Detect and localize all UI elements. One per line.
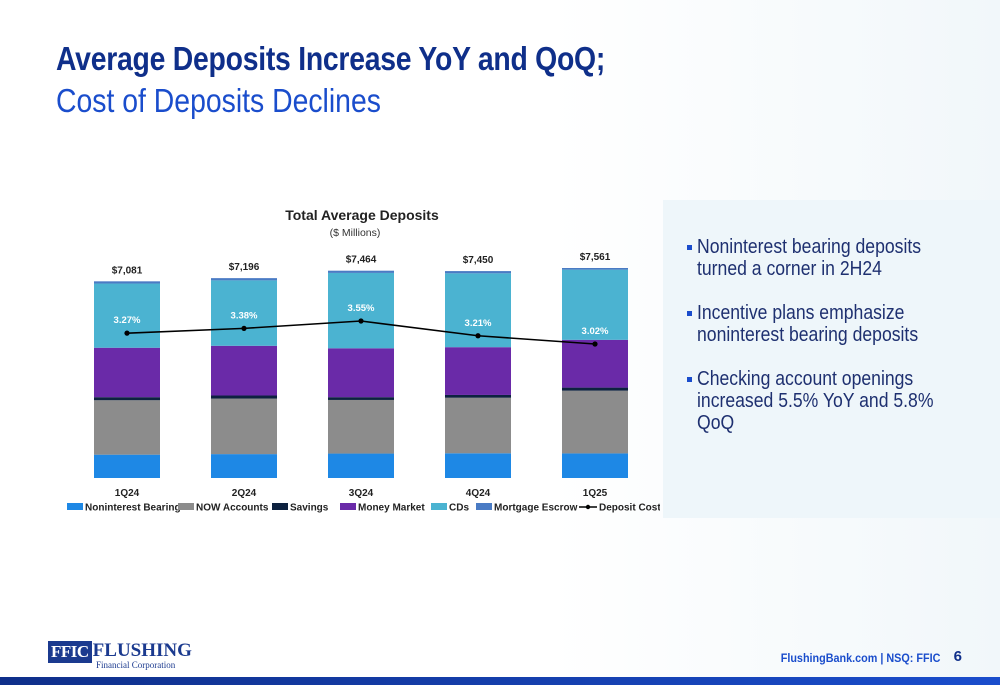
x-axis-labels: 1Q24 2Q24 3Q24 4Q24 1Q25 <box>115 488 608 499</box>
bar-total-label: $7,081 <box>112 265 143 276</box>
deposit-cost-point <box>592 341 598 347</box>
x-tick-label: 4Q24 <box>466 488 491 499</box>
bar-segment-money-market <box>562 339 628 388</box>
bullet-text: Incentive plans emphasize noninterest be… <box>697 302 919 346</box>
footer-site: FlushingBank.com | NSQ: FFIC <box>780 651 940 665</box>
bullet-panel <box>663 200 1000 518</box>
bar-total-label: $7,464 <box>346 255 377 266</box>
bullet-item: Noninterest bearing deposits turned a co… <box>687 236 987 280</box>
deposit-cost-label: 3.21% <box>465 318 492 329</box>
legend-label: Savings <box>290 503 329 514</box>
bar-segment-money-market <box>211 345 277 396</box>
chart-title: Total Average Deposits <box>285 207 439 223</box>
bar-segment-mortgage-escrow <box>445 271 511 274</box>
legend-swatch <box>178 503 194 510</box>
bar-segment-savings <box>211 395 277 399</box>
bar-segment-savings <box>445 394 511 398</box>
bullet-item: Checking account openings increased 5.5%… <box>687 368 987 434</box>
bar-segment-now-accounts <box>211 398 277 455</box>
legend-label: Mortgage Escrow <box>494 503 578 514</box>
deposit-cost-label: 3.27% <box>114 315 141 326</box>
deposit-cost-label: 3.55% <box>348 303 375 314</box>
x-tick-label: 2Q24 <box>232 488 257 499</box>
logo-name: FLUSHING <box>92 640 192 661</box>
bar-total-label: $7,450 <box>463 255 494 266</box>
logo-box: FFIC <box>48 641 92 663</box>
legend-swatch <box>431 503 447 510</box>
bar-segment-money-market <box>94 347 160 398</box>
bullet-square-icon <box>687 377 692 382</box>
deposit-cost-line-group: 3.27% 3.38% 3.55% 3.21% 3.02% <box>114 303 609 347</box>
deposit-cost-point <box>475 333 481 339</box>
bullet-item: Incentive plans emphasize noninterest be… <box>687 302 987 346</box>
chart-subtitle: ($ Millions) <box>330 227 381 239</box>
legend-label: Money Market <box>358 503 425 514</box>
bar-segment-noninterest-bearing <box>445 453 511 478</box>
bar-segment-savings <box>94 397 160 401</box>
legend-label: Deposit Cost <box>599 503 660 514</box>
x-tick-label: 1Q25 <box>583 488 608 499</box>
legend-swatch <box>476 503 492 510</box>
deposit-cost-point <box>358 318 364 324</box>
ffic-logo: FFIC FLUSHING <box>48 641 192 663</box>
legend-label: CDs <box>449 503 469 514</box>
bar-segment-money-market <box>328 348 394 398</box>
legend-line-dot <box>585 504 591 510</box>
logo-subtitle: Financial Corporation <box>96 660 176 670</box>
bar-segment-noninterest-bearing <box>328 453 394 478</box>
legend-swatch <box>272 503 288 510</box>
legend-label: Noninterest Bearing <box>85 503 181 514</box>
bar-segment-noninterest-bearing <box>562 453 628 478</box>
deposits-chart: Total Average Deposits ($ Millions) $7,0… <box>67 207 660 514</box>
slide-title: Average Deposits Increase YoY and QoQ; <box>56 40 606 77</box>
bar-segment-mortgage-escrow <box>211 278 277 281</box>
bar-segment-cds <box>562 269 628 340</box>
deposit-cost-point <box>124 330 130 336</box>
legend: Noninterest Bearing NOW Accounts Savings Mo… <box>67 503 660 514</box>
bar-segment-now-accounts <box>94 400 160 455</box>
page-number: 6 <box>953 648 962 665</box>
legend-swatch <box>67 503 83 510</box>
bar-segment-cds <box>328 272 394 349</box>
legend-swatch <box>340 503 356 510</box>
bar-segment-mortgage-escrow <box>328 270 394 273</box>
bar-segment-now-accounts <box>562 390 628 454</box>
deposit-cost-label: 3.02% <box>582 326 609 337</box>
bar-segment-mortgage-escrow <box>562 268 628 270</box>
bar-segment-savings <box>328 397 394 400</box>
bar-segment-savings <box>562 387 628 391</box>
bullet-square-icon <box>687 245 692 250</box>
bar-group: $7,081 $7,196 $7,464 $7,450 $7,561 <box>94 252 628 478</box>
bar-segment-mortgage-escrow <box>94 281 160 284</box>
bar-total-label: $7,561 <box>580 252 611 263</box>
bullet-text: Checking account openings increased 5.5%… <box>697 368 934 434</box>
deposit-cost-point <box>241 325 247 331</box>
slide-subtitle: Cost of Deposits Declines <box>56 82 381 119</box>
bar-segment-now-accounts <box>328 399 394 454</box>
bar-segment-noninterest-bearing <box>211 454 277 478</box>
bar-segment-now-accounts <box>445 397 511 454</box>
bar-segment-cds <box>94 283 160 348</box>
bar-total-label: $7,196 <box>229 262 260 273</box>
bullet-list: Noninterest bearing deposits turned a co… <box>687 236 987 456</box>
x-tick-label: 1Q24 <box>115 488 140 499</box>
x-tick-label: 3Q24 <box>349 488 374 499</box>
bullet-square-icon <box>687 311 692 316</box>
bar-segment-cds <box>211 280 277 346</box>
legend-label: NOW Accounts <box>196 503 269 514</box>
bullet-text: Noninterest bearing deposits turned a co… <box>697 236 922 280</box>
bar-segment-noninterest-bearing <box>94 454 160 478</box>
footer-bar <box>0 677 1000 685</box>
deposit-cost-label: 3.38% <box>231 310 258 321</box>
bar-segment-money-market <box>445 347 511 395</box>
